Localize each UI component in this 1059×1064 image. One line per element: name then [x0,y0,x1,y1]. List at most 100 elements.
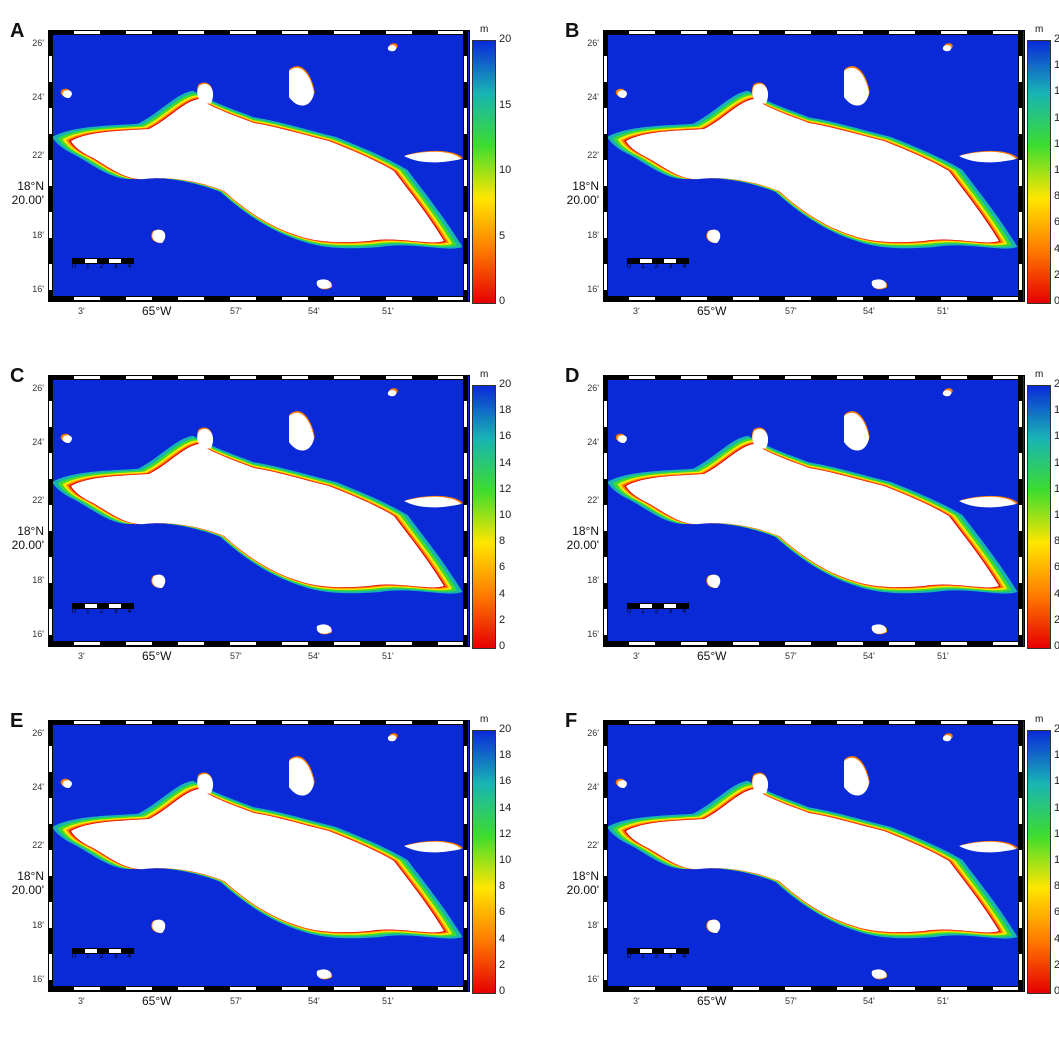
map-area [603,375,1025,647]
longitude-tick: 54' [863,651,875,661]
scale-bar-label: 0 1 2 3 4 [627,953,691,960]
latitude-tick: 18°N [572,869,599,883]
islet-nw [752,83,769,104]
north-islet [289,412,314,451]
depth-colorbar [1027,40,1051,304]
colorbar-tick: 20 [499,723,512,735]
colorbar-tick: 4 [1054,932,1059,945]
scale-bar [72,258,134,264]
colorbar-unit: m [480,369,489,380]
map-frame [603,641,1023,646]
colorbar-tick: 15 [499,98,512,111]
scale-bar-label: 0 1 2 3 4 [627,263,691,270]
longitude-tick: 65°W [142,994,172,1008]
longitude-tick: 51' [937,651,949,661]
islet-north-east [387,390,397,397]
colorbar-tick: 6 [1054,561,1059,574]
islet-nw [197,773,214,794]
longitude-tick: 57' [785,996,797,1006]
colorbar-tick: 14 [499,456,512,469]
colorbar-unit: m [480,24,489,35]
scale-bar-label: 0 1 2 3 4 [72,263,136,270]
map-frame [48,375,468,380]
longitude-tick: 57' [785,651,797,661]
colorbar-tick: 5 [499,229,506,242]
island-bathymetry [607,43,1019,290]
map-frame [1018,375,1023,645]
colorbar-tick: 10 [1054,854,1059,866]
panel-label: E [10,710,24,732]
colorbar-tick: 2 [1054,268,1059,281]
colorbar-tick: 6 [1054,906,1059,919]
panel-label: B [565,20,580,42]
colorbar-tick: 16 [1054,85,1059,98]
latitude-tick: 26' [587,728,599,738]
colorbar-tick: 20 [1054,723,1059,735]
latitude-tick: 18°N [572,179,599,193]
latitude-tick: 18°N [17,524,44,538]
north-islet [844,67,869,106]
longitude-tick: 51' [937,306,949,316]
latitude-tick: 26' [32,383,44,393]
colorbar-tick: 4 [499,587,506,600]
map-frame [603,375,608,645]
colorbar-tick: 2 [1054,613,1059,626]
latitude-tick: 18°N [572,524,599,538]
scale-bar-label: 0 1 2 3 4 [627,608,691,615]
islet-far-west [617,780,627,788]
map-frame [48,720,468,725]
panel-label: D [565,365,580,387]
islet-far-west [617,90,627,98]
latitude-tick: 20.00' [566,538,599,552]
colorbar-tick: 0 [499,295,506,307]
islet-nw [197,83,214,104]
islet-nw [752,773,769,794]
colorbar-tick: 14 [499,801,512,814]
colorbar-tick: 18 [499,749,512,762]
north-islet [289,67,314,106]
map-panel-d: D 0 1 2 3 4 26' 24' 22' 18°N 20.00' 18' 16' 3' 65°… [565,365,1059,715]
islet-south [871,624,887,634]
islet-nw [197,428,214,449]
map-panel-e: E 0 1 2 3 4 26' 24' 22' 18°N 20.00' 18' 16' 3' 65°… [10,710,530,1060]
scale-bar-label: 0 1 2 3 4 [72,608,136,615]
colorbar-unit: m [1035,714,1044,725]
longitude-tick: 65°W [697,649,727,663]
colorbar-tick: 10 [499,854,512,866]
scale-bar [72,948,134,954]
map-frame [48,30,468,35]
colorbar-tick: 16 [1054,775,1059,788]
latitude-tick: 26' [587,383,599,393]
islet-south-west [707,229,721,243]
longitude-tick: 3' [633,996,640,1006]
islet-far-west [62,435,72,443]
islet-south [871,279,887,289]
colorbar-tick: 0 [1054,985,1059,997]
scale-bar-label: 0 1 2 3 4 [72,953,136,960]
latitude-tick: 16' [32,974,44,984]
longitude-tick: 51' [937,996,949,1006]
longitude-tick: 3' [78,651,85,661]
colorbar-tick: 20 [1054,33,1059,45]
latitude-tick: 16' [32,629,44,639]
colorbar-tick: 14 [1054,111,1059,124]
map-frame [603,30,1023,35]
latitude-tick: 20.00' [566,883,599,897]
latitude-tick: 24' [587,437,599,447]
colorbar-tick: 16 [499,775,512,788]
latitude-tick: 20.00' [11,193,44,207]
islet-far-west [62,90,72,98]
colorbar-tick: 6 [1054,216,1059,229]
map-frame [463,720,468,990]
longitude-tick: 57' [230,306,242,316]
map-frame [463,30,468,300]
colorbar-tick: 2 [499,613,506,626]
latitude-tick: 26' [32,728,44,738]
islet-far-west [62,780,72,788]
latitude-tick: 20.00' [11,538,44,552]
map-frame [48,30,53,300]
island-bathymetry [52,733,464,980]
scale-bar [627,948,689,954]
map-frame [48,986,468,991]
map-frame [48,375,53,645]
